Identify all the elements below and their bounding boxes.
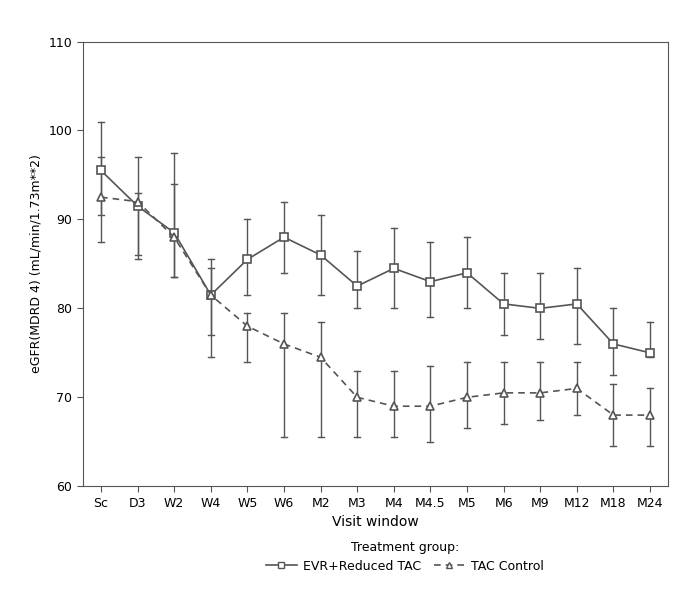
TAC Control <box>609 412 617 419</box>
TAC Control <box>207 291 215 298</box>
X-axis label: Visit window: Visit window <box>332 515 419 529</box>
EVR+Reduced TAC <box>207 291 215 298</box>
TAC Control <box>97 193 105 200</box>
TAC Control <box>646 412 654 419</box>
EVR+Reduced TAC <box>573 300 581 307</box>
EVR+Reduced TAC <box>536 305 544 312</box>
EVR+Reduced TAC <box>646 349 654 356</box>
EVR+Reduced TAC <box>500 300 508 307</box>
Line: TAC Control: TAC Control <box>97 193 654 419</box>
TAC Control <box>134 198 142 205</box>
EVR+Reduced TAC <box>426 278 435 285</box>
TAC Control <box>280 340 288 347</box>
TAC Control <box>426 403 435 410</box>
EVR+Reduced TAC <box>280 234 288 241</box>
EVR+Reduced TAC <box>463 269 471 276</box>
TAC Control <box>316 353 325 361</box>
TAC Control <box>500 389 508 396</box>
EVR+Reduced TAC <box>316 251 325 259</box>
TAC Control <box>463 394 471 401</box>
EVR+Reduced TAC <box>243 256 251 263</box>
TAC Control <box>353 394 361 401</box>
EVR+Reduced TAC <box>353 282 361 289</box>
TAC Control <box>536 389 544 396</box>
TAC Control <box>170 234 178 241</box>
Legend: EVR+Reduced TAC, TAC Control: EVR+Reduced TAC, TAC Control <box>260 535 549 578</box>
TAC Control <box>390 403 398 410</box>
EVR+Reduced TAC <box>97 167 105 174</box>
Y-axis label: eGFR(MDRD 4) (mL/min/1.73m**2): eGFR(MDRD 4) (mL/min/1.73m**2) <box>30 154 43 374</box>
EVR+Reduced TAC <box>134 203 142 210</box>
EVR+Reduced TAC <box>170 229 178 236</box>
Line: EVR+Reduced TAC: EVR+Reduced TAC <box>97 166 654 357</box>
TAC Control <box>573 385 581 392</box>
TAC Control <box>243 323 251 330</box>
EVR+Reduced TAC <box>609 340 617 347</box>
EVR+Reduced TAC <box>390 264 398 272</box>
